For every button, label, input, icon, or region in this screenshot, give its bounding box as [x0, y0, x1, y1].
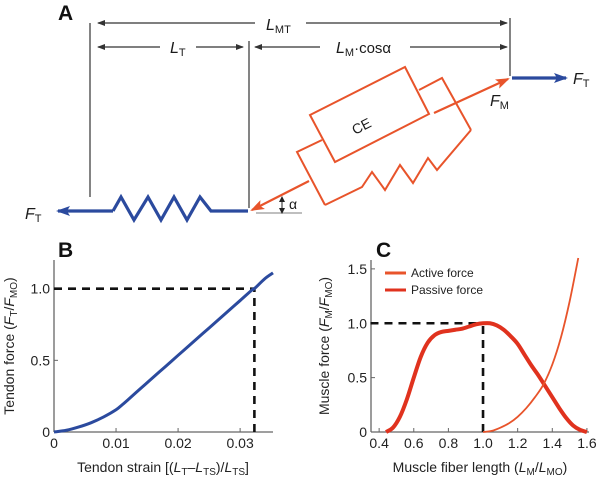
axis-ticks: 0.4 0.6 0.8 1.0 1.2 1.4 1.6 0 0.5 1.0 1.5 — [348, 261, 597, 451]
tendon: FT FT — [25, 71, 590, 225]
x-tick-label: 1.6 — [577, 435, 597, 451]
muscle-force-arrow-right — [433, 78, 510, 114]
label-lt: LT — [170, 40, 186, 59]
label-alpha: α — [289, 196, 297, 212]
x-axis-label: Tendon strain [(LT–LTS)/LTS] — [77, 459, 249, 478]
series-line-passive-force — [482, 257, 580, 433]
series-line-tendon-force — [53, 271, 274, 434]
dimension-tendon-length: LT — [97, 40, 244, 59]
label-ce: CE — [349, 115, 374, 138]
reference-lines — [54, 287, 256, 432]
label-lm-cos-alpha: LM·cosα — [336, 40, 391, 59]
y-tick-label: 1.0 — [31, 281, 51, 297]
x-tick-label: 1.0 — [473, 435, 493, 451]
panel-b: B 0 0.01 0.02 0.03 0 0.5 1.0 Tendon strain [(L… — [1, 239, 274, 478]
panel-a-label: A — [58, 2, 73, 25]
label-lmt: LMT — [266, 17, 291, 36]
muscle-force-arrow-left — [250, 180, 310, 211]
x-tick-label: 0.02 — [164, 435, 191, 451]
axis-ticks: 0 0.01 0.02 0.03 0 0.5 1.0 — [31, 281, 254, 451]
panel-b-label: B — [58, 239, 73, 262]
legend-label-passive: Passive force — [411, 283, 483, 297]
y-tick-label: 0.5 — [348, 370, 368, 386]
legend: Active force Passive force — [385, 266, 483, 297]
x-tick-label: 0.6 — [404, 435, 424, 451]
reference-lines — [370, 321, 485, 432]
y-tick-label: 0 — [42, 424, 50, 440]
parallel-elastic-spring — [324, 129, 472, 206]
label-ft-right: FT — [573, 71, 590, 90]
contractile-element-box — [308, 65, 431, 164]
y-tick-label: 0 — [359, 424, 367, 440]
y-tick-label: 0.5 — [31, 352, 51, 368]
x-tick-label: 0 — [50, 435, 58, 451]
panel-c-label: C — [376, 239, 391, 262]
y-tick-label: 1.0 — [348, 315, 368, 331]
dimension-muscle-projected-length: LM·cosα — [254, 40, 508, 59]
pennation-angle-indicator: α — [256, 196, 302, 214]
y-tick-label: 1.5 — [348, 261, 368, 277]
x-tick-label: 0.8 — [439, 435, 459, 451]
x-tick-label: 1.2 — [508, 435, 528, 451]
muscle — [250, 65, 510, 211]
x-tick-label: 0.4 — [369, 435, 389, 451]
y-axis-label: Muscle force (FM/FMO) — [316, 277, 335, 415]
panel-a: A LMT LT LM·cosα — [25, 2, 590, 225]
x-tick-label: 0.03 — [226, 435, 253, 451]
legend-label-active: Active force — [411, 266, 474, 280]
label-ft-left: FT — [25, 206, 42, 225]
label-fm: FM — [490, 93, 509, 112]
x-tick-label: 1.4 — [543, 435, 563, 451]
series-line-active-force — [385, 321, 588, 434]
y-axis-label: Tendon force (FT/FMO) — [1, 277, 20, 414]
dimension-musculotendon-length: LMT — [97, 17, 508, 36]
panel-c: C 0.4 0.6 0.8 1.0 1.2 1.4 1.6 0 0.5 1.0 1.5 Active… — [316, 239, 597, 478]
tendon-spring — [111, 193, 248, 224]
parallel-frame-right — [418, 76, 472, 131]
parallel-frame-left — [295, 139, 326, 206]
x-axis-label: Muscle fiber length (LM/LMO) — [393, 459, 568, 478]
x-tick-label: 0.01 — [102, 435, 129, 451]
